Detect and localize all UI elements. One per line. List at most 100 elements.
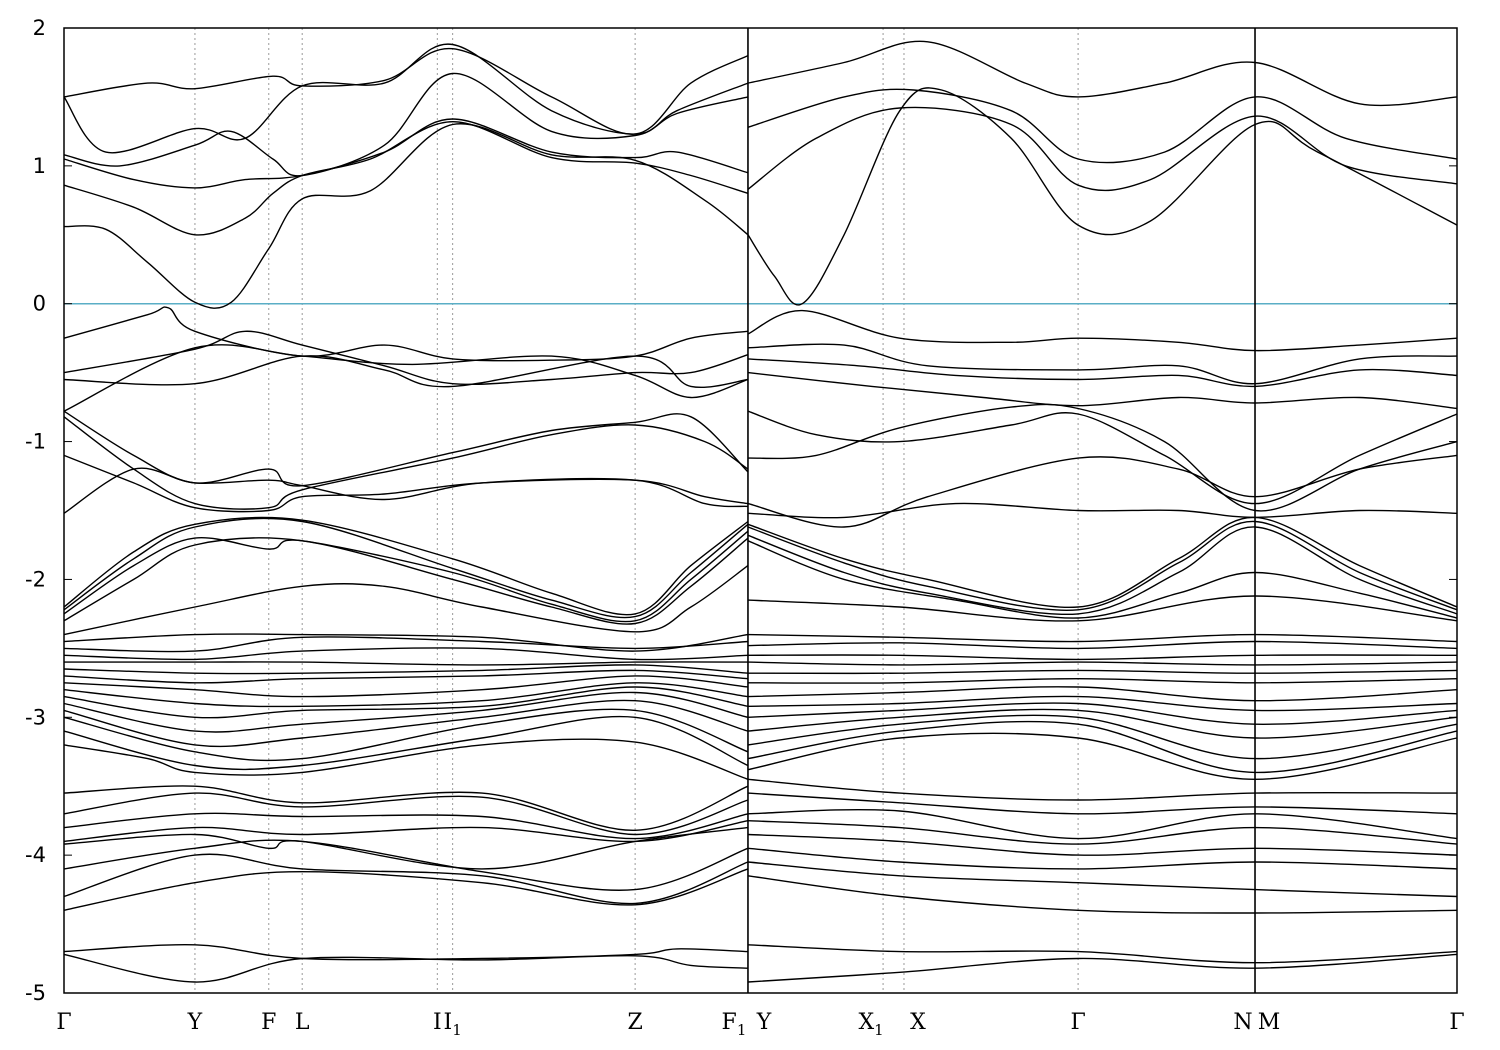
band-line-68	[63, 839, 749, 891]
band-line-26	[63, 516, 749, 616]
band-line-28	[63, 530, 749, 623]
y-tick-label-7: -5	[25, 981, 46, 1005]
x-tick-label-1: Y	[187, 1010, 203, 1035]
y-tick-label-2: 0	[33, 292, 46, 316]
x-tick-subscript-9: 1	[874, 1021, 884, 1039]
x-tick-subscript-5: 1	[452, 1021, 462, 1039]
band-line-8	[747, 88, 1458, 164]
band-line-13	[63, 344, 749, 412]
band-line-14	[747, 309, 1458, 352]
y-tick-label-1: 1	[33, 154, 46, 178]
band-line-40	[63, 664, 749, 675]
band-line-65	[63, 812, 749, 840]
band-line-49	[63, 738, 749, 780]
band-line-3	[63, 72, 749, 177]
band-line-71	[747, 778, 1458, 801]
y-tick-label-4: -2	[25, 567, 46, 591]
band-line-39	[63, 661, 749, 666]
x-tick-label-14: Γ	[1449, 1010, 1464, 1035]
band-line-10	[63, 306, 749, 362]
band-line-38	[63, 647, 749, 661]
band-line-27	[63, 517, 749, 619]
band-line-24	[747, 454, 1458, 528]
band-line-23	[747, 403, 1458, 512]
x-tick-label-8: Y	[756, 1010, 772, 1035]
band-line-78	[747, 875, 1458, 914]
band-line-44	[63, 686, 749, 719]
band-line-52	[747, 654, 1458, 661]
band-line-37	[63, 636, 749, 653]
x-tick-label-4: I	[433, 1010, 442, 1035]
band-line-80	[63, 953, 749, 983]
band-line-75	[747, 833, 1458, 856]
band-line-54	[747, 669, 1458, 675]
band-line-58	[747, 702, 1458, 725]
band-line-11	[63, 330, 749, 386]
y-tick-label-5: -3	[25, 705, 46, 729]
x-tick-label-2: F	[261, 1010, 276, 1035]
band-line-6	[747, 87, 1458, 306]
band-line-32	[747, 520, 1458, 611]
band-line-30	[63, 565, 749, 636]
x-tick-label-6: Z	[627, 1010, 642, 1035]
y-tick-label-0: 2	[33, 16, 46, 40]
band-line-0	[63, 123, 749, 309]
band-line-67	[63, 826, 749, 870]
x-tick-label-0: Γ	[56, 1010, 71, 1035]
y-tick-label-6: -4	[25, 843, 46, 867]
x-tick-label-10: X	[910, 1010, 926, 1035]
band-line-48	[63, 715, 749, 771]
band-line-46	[63, 699, 749, 748]
band-line-36	[63, 633, 749, 652]
band-line-53	[747, 661, 1458, 666]
plot-frame	[63, 27, 1458, 994]
x-tick-label-9: X1	[858, 1010, 883, 1039]
band-line-42	[63, 675, 749, 698]
band-line-12	[63, 355, 749, 388]
band-line-57	[747, 695, 1458, 712]
band-line-41	[63, 669, 749, 684]
band-line-15	[747, 343, 1458, 385]
band-line-16	[747, 358, 1458, 388]
x-tick-subscript-7: 1	[737, 1021, 747, 1039]
kpoint-guides	[194, 28, 1079, 993]
band-line-4	[63, 43, 749, 154]
band-line-29	[63, 537, 749, 625]
x-tick-label-5: I1	[444, 1010, 462, 1039]
x-tick-label-13: M	[1258, 1010, 1281, 1035]
band-line-31	[747, 516, 1458, 609]
band-line-60	[747, 714, 1458, 760]
band-line-62	[747, 732, 1458, 781]
band-line-61	[747, 720, 1458, 774]
y-tick-label-3: -1	[25, 430, 46, 454]
band-line-21	[63, 467, 749, 514]
band-line-77	[747, 861, 1458, 898]
band-line-35	[747, 595, 1458, 622]
band-line-19	[63, 416, 749, 510]
band-line-69	[63, 853, 749, 905]
band-line-82	[747, 953, 1458, 983]
band-line-45	[63, 691, 749, 733]
band-line-64	[63, 792, 749, 836]
x-axis-ticks: Γ Y F L I I1 Z F1 Y X1 X Γ N M Γ	[56, 1010, 1464, 1039]
band-line-25	[747, 502, 1458, 519]
band-line-63	[63, 785, 749, 832]
band-line-9	[747, 40, 1458, 107]
y-axis-ticks: 2 1 0 -1 -2 -3 -4 -5	[25, 16, 1457, 1005]
band-line-47	[63, 708, 749, 762]
band-line-2	[63, 118, 749, 189]
band-line-34	[747, 540, 1458, 619]
band-line-22	[747, 410, 1458, 505]
band-line-70	[63, 868, 749, 911]
band-line-59	[747, 708, 1458, 739]
band-line-50	[747, 633, 1458, 643]
band-line-79	[63, 943, 749, 961]
band-line-7	[747, 106, 1458, 192]
x-tick-label-12: N	[1233, 1010, 1252, 1035]
band-line-5	[63, 47, 749, 135]
band-line-76	[747, 847, 1458, 870]
x-tick-label-11: Γ	[1070, 1010, 1085, 1035]
band-line-33	[747, 526, 1458, 616]
band-line-1	[63, 120, 749, 236]
